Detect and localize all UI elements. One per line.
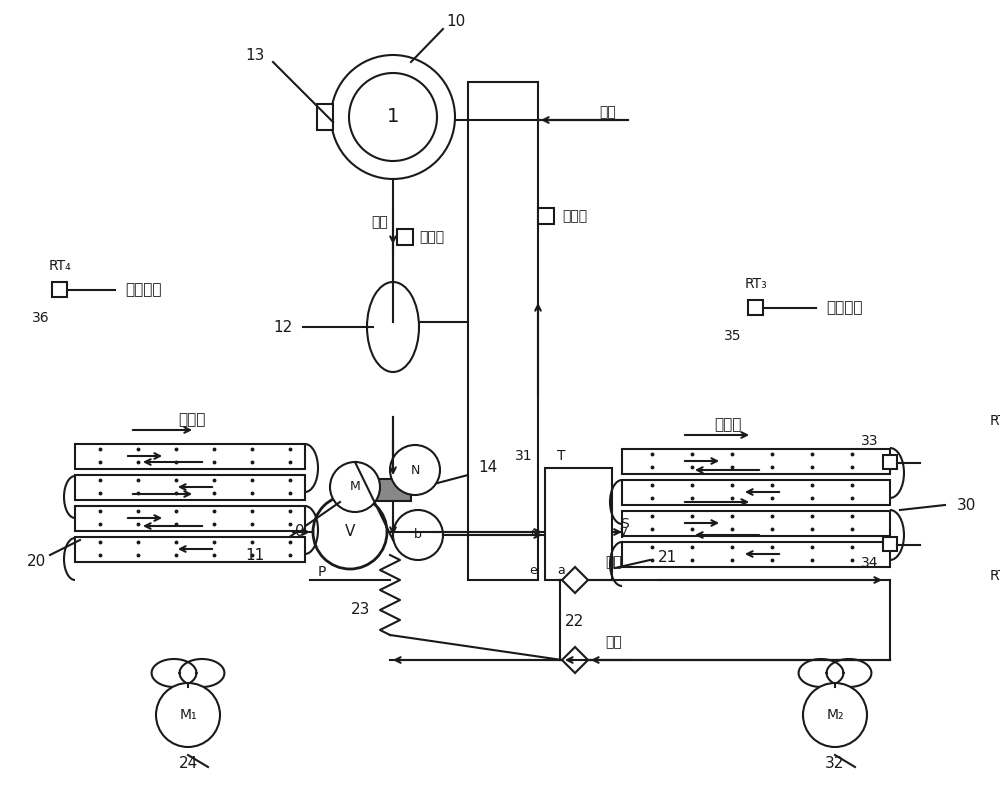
Text: 21: 21 bbox=[658, 550, 677, 565]
Bar bbox=[622, 542, 890, 567]
Circle shape bbox=[393, 510, 443, 560]
Text: M: M bbox=[350, 480, 360, 494]
Circle shape bbox=[331, 55, 455, 179]
Bar bbox=[545, 468, 612, 580]
Bar bbox=[538, 208, 554, 224]
Circle shape bbox=[803, 683, 867, 747]
Text: 环境温度: 环境温度 bbox=[125, 282, 162, 297]
Text: 31: 31 bbox=[515, 449, 533, 463]
Text: 32: 32 bbox=[825, 755, 845, 770]
Bar bbox=[397, 229, 413, 245]
Ellipse shape bbox=[367, 282, 419, 372]
Circle shape bbox=[390, 445, 440, 495]
Text: a: a bbox=[557, 564, 565, 576]
Bar bbox=[622, 480, 890, 505]
Text: RT₂（高温）: RT₂（高温） bbox=[990, 568, 1000, 582]
Text: 车内温度: 车内温度 bbox=[826, 301, 862, 316]
Text: 10: 10 bbox=[446, 14, 465, 29]
Text: 22: 22 bbox=[565, 615, 585, 630]
Text: b: b bbox=[414, 529, 422, 541]
Text: 高压口: 高压口 bbox=[419, 230, 444, 244]
Text: RT₃: RT₃ bbox=[745, 277, 767, 291]
Bar bbox=[468, 82, 538, 580]
Bar bbox=[75, 475, 305, 500]
Text: 30: 30 bbox=[957, 498, 976, 513]
Text: 低压口: 低压口 bbox=[562, 209, 587, 223]
Text: 36: 36 bbox=[32, 311, 50, 325]
Text: 截止: 截止 bbox=[605, 555, 622, 569]
Bar bbox=[75, 506, 305, 531]
Text: V: V bbox=[345, 525, 355, 540]
Text: 24: 24 bbox=[178, 755, 198, 770]
Bar bbox=[622, 511, 890, 536]
Text: N: N bbox=[410, 463, 420, 476]
Bar bbox=[883, 537, 897, 551]
Circle shape bbox=[349, 73, 437, 161]
Bar bbox=[375, 479, 411, 501]
Text: 热交换: 热交换 bbox=[714, 417, 742, 432]
Text: 20: 20 bbox=[27, 554, 47, 569]
Text: e: e bbox=[529, 564, 537, 576]
Text: c: c bbox=[530, 525, 537, 538]
Bar bbox=[75, 444, 305, 469]
Text: 1: 1 bbox=[387, 107, 399, 126]
Text: 0: 0 bbox=[295, 525, 305, 540]
Polygon shape bbox=[562, 647, 588, 673]
Text: 34: 34 bbox=[861, 556, 879, 570]
Text: 12: 12 bbox=[274, 320, 293, 335]
Bar bbox=[317, 104, 333, 130]
Bar bbox=[52, 282, 67, 297]
Text: M₂: M₂ bbox=[826, 708, 844, 722]
Text: y: y bbox=[620, 525, 627, 538]
Bar bbox=[748, 300, 763, 315]
Circle shape bbox=[330, 462, 380, 512]
Text: M₁: M₁ bbox=[179, 708, 197, 722]
Polygon shape bbox=[562, 567, 588, 593]
Text: 35: 35 bbox=[724, 329, 741, 343]
Text: T: T bbox=[557, 449, 566, 463]
Text: 输出: 输出 bbox=[371, 215, 388, 229]
Text: P: P bbox=[318, 565, 326, 579]
Bar bbox=[883, 455, 897, 469]
Bar bbox=[75, 537, 305, 562]
Text: 导通: 导通 bbox=[605, 635, 622, 649]
Text: RT₁（低温）: RT₁（低温） bbox=[990, 413, 1000, 427]
Text: S: S bbox=[620, 517, 629, 531]
Text: RT₄: RT₄ bbox=[49, 259, 71, 273]
Bar bbox=[622, 449, 890, 474]
Text: 33: 33 bbox=[861, 434, 879, 448]
Text: 23: 23 bbox=[351, 603, 370, 618]
Circle shape bbox=[313, 495, 387, 569]
Text: 冷交换: 冷交换 bbox=[178, 413, 206, 428]
Text: 输入: 输入 bbox=[600, 105, 616, 119]
Text: 14: 14 bbox=[478, 460, 497, 475]
Text: 11: 11 bbox=[246, 548, 265, 563]
Text: 13: 13 bbox=[246, 48, 265, 63]
Circle shape bbox=[156, 683, 220, 747]
